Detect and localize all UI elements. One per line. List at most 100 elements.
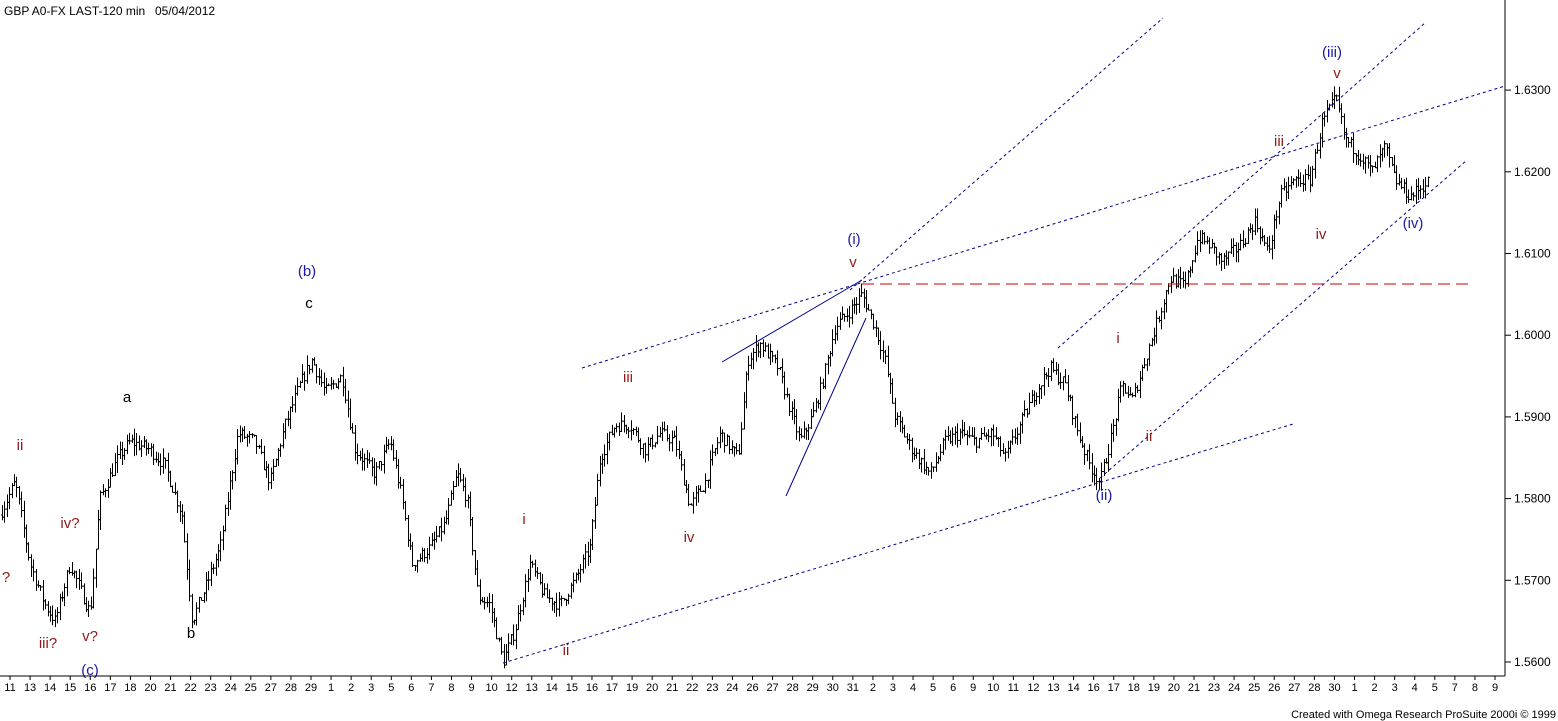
ohlc-bar	[1095, 467, 1098, 491]
x-tick-label: 5	[1432, 682, 1438, 694]
x-tick-label: 27	[1288, 682, 1300, 694]
x-tick-label: 22	[184, 682, 196, 694]
ohlc-bar	[195, 602, 198, 626]
ohlc-bar	[1052, 358, 1055, 373]
ohlc-bar	[579, 563, 582, 583]
ohlc-bar	[339, 374, 342, 383]
y-tick-label: 1.6000	[1514, 328, 1551, 342]
ohlc-bar	[1419, 185, 1422, 199]
ohlc-bar	[975, 436, 978, 453]
x-tick-label: 24	[726, 682, 738, 694]
ohlc-bar	[608, 431, 611, 451]
ohlc-bar	[632, 427, 635, 435]
ohlc-bar	[848, 305, 851, 328]
ohlc-bar	[656, 425, 659, 445]
ohlc-bar	[812, 402, 815, 418]
ohlc-bar	[435, 525, 438, 543]
ohlc-bar	[171, 485, 174, 493]
ohlc-bar	[1088, 444, 1091, 470]
ohlc-bar	[104, 488, 107, 498]
x-tick-label: 29	[807, 682, 819, 694]
ohlc-bar	[795, 409, 798, 440]
wave-label: ii	[17, 437, 24, 454]
ohlc-bar	[308, 364, 311, 375]
ohlc-bar	[824, 363, 827, 390]
ohlc-bar	[603, 444, 606, 467]
ohlc-bar	[68, 566, 71, 575]
ohlc-bar	[752, 347, 755, 370]
chart-title: GBP A0-FX LAST-120 min	[4, 4, 145, 18]
ohlc-bar	[644, 442, 647, 463]
ohlc-bar	[968, 426, 971, 439]
x-tick-label: 20	[646, 682, 658, 694]
ohlc-bar	[1304, 169, 1307, 191]
ohlc-bar	[1244, 238, 1247, 248]
ohlc-bar	[87, 600, 90, 617]
ohlc-bar	[1016, 427, 1019, 445]
ohlc-bar	[255, 434, 258, 454]
ohlc-bars	[1, 86, 1430, 669]
ohlc-bar	[987, 429, 990, 443]
trendlines	[502, 17, 1506, 664]
ohlc-bar	[116, 445, 119, 474]
ohlc-bar	[855, 297, 858, 315]
ohlc-bar	[543, 583, 546, 596]
ohlc-bar	[687, 483, 690, 507]
ohlc-bar	[596, 473, 599, 506]
ohlc-bar	[1352, 132, 1355, 163]
ohlc-bar	[387, 439, 390, 450]
ohlc-bar	[836, 316, 839, 341]
ohlc-bar	[939, 444, 942, 462]
ohlc-bar	[176, 490, 179, 514]
ohlc-bar	[1239, 233, 1242, 251]
ohlc-bar	[296, 377, 299, 396]
ohlc-bar	[423, 548, 426, 563]
wedge-lower-line	[785, 317, 867, 497]
x-tick-label: 25	[245, 682, 257, 694]
ohlc-bar	[260, 439, 263, 455]
ohlc-bar	[495, 617, 498, 640]
ohlc-bar	[164, 457, 167, 469]
ohlc-bar	[980, 427, 983, 441]
wave-label: iv	[1316, 226, 1327, 243]
ohlc-bar	[32, 559, 35, 582]
wave-iii-lower-line	[1099, 159, 1468, 479]
ohlc-bar	[627, 426, 630, 439]
ohlc-bar	[675, 426, 678, 457]
ohlc-bar	[692, 492, 695, 514]
x-tick-label: 14	[546, 682, 558, 694]
ohlc-bar	[740, 422, 743, 455]
ohlc-bar	[1215, 246, 1218, 266]
x-tick-label: 5	[930, 682, 936, 694]
wave-labels: ii?iv?iii? v?(c)ab(b)ciiiiiiiv(i)v(ii)iii…	[2, 44, 1424, 679]
x-tick-label: 24	[1228, 682, 1240, 694]
ohlc-bar	[1160, 307, 1163, 330]
ohlc-bar	[183, 511, 186, 543]
x-tick-label: 29	[305, 682, 317, 694]
ohlc-bar	[1172, 267, 1175, 283]
ohlc-bar	[512, 624, 515, 646]
x-tick-label: 8	[448, 682, 454, 694]
wave-label: b	[187, 625, 195, 642]
x-tick-label: 25	[1248, 682, 1260, 694]
ohlc-bar	[128, 432, 131, 445]
ohlc-bar	[351, 423, 354, 434]
x-tick-label: 5	[388, 682, 394, 694]
ohlc-bar	[476, 560, 479, 587]
x-tick-label: 26	[1268, 682, 1280, 694]
ohlc-bar	[39, 585, 42, 591]
x-tick-label: 1	[1351, 682, 1357, 694]
ohlc-bar	[224, 504, 227, 532]
ohlc-bar	[1191, 260, 1194, 274]
x-tick-label: 15	[64, 682, 76, 694]
ohlc-bar	[555, 592, 558, 617]
ohlc-bar	[452, 481, 455, 501]
ohlc-bar	[584, 544, 587, 569]
x-tick-label: 14	[44, 682, 56, 694]
wave-label: a	[123, 389, 132, 406]
ohlc-bar	[56, 607, 59, 624]
ohlc-bar	[3, 501, 6, 523]
ohlc-bar	[159, 453, 162, 476]
wave-iii-upper-line	[1057, 21, 1427, 349]
